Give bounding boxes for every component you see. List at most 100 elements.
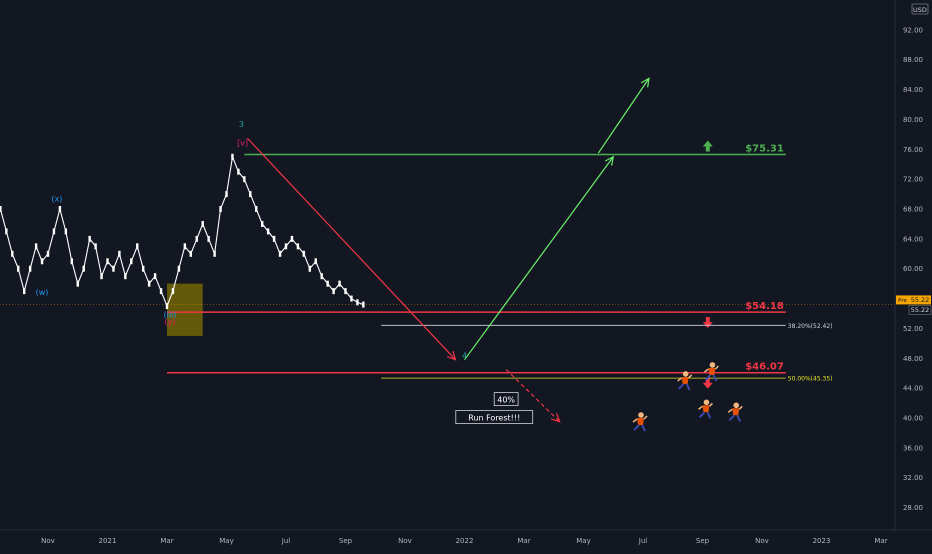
runner-icon [677, 371, 693, 391]
x-tick-label: May [576, 537, 590, 545]
wave-label: (y) [164, 318, 175, 327]
price-candle [207, 235, 210, 242]
x-tick-labels-group: Nov 2021 Mar May Jul Sep Nov 2022 Mar May Jul Sep No… [41, 537, 888, 545]
price-badge-group: Pre 55.22 55.22 [896, 295, 932, 315]
x-tick-label: Sep [696, 537, 710, 545]
annotation-text: 40% [497, 396, 515, 405]
price-candle [189, 250, 192, 257]
wave-label: (w) [36, 288, 49, 297]
price-axis-background[interactable] [895, 0, 932, 530]
y-tick-label: 52.00 [903, 325, 923, 333]
price-candle [124, 273, 127, 280]
y-tick-label: 60.00 [903, 265, 923, 273]
level-lines-group: $75.31 $54.18 $46.07 38.20%(52.42) 50.00%(45… [0, 140, 895, 389]
runner-head [703, 399, 710, 406]
price-badge-box [909, 295, 931, 305]
price-candle [23, 288, 26, 295]
price-candle [82, 265, 85, 272]
price-candle [130, 258, 133, 265]
runner-icon [727, 402, 743, 422]
price-candle [88, 235, 91, 242]
level-label: $54.18 [745, 301, 784, 312]
wave-label: [v] [237, 139, 248, 148]
price-candle [314, 258, 317, 265]
projection-paths-group [246, 77, 650, 423]
price-candle [326, 280, 329, 287]
level-label: $75.31 [745, 143, 784, 154]
fib-label: 50.00%(45.35) [788, 376, 833, 383]
runner-shirt [681, 376, 689, 384]
runner-icon [703, 362, 719, 382]
annotation-box [493, 392, 519, 407]
price-candle [284, 243, 288, 250]
price-candle [219, 206, 222, 213]
price-candle [350, 295, 353, 302]
price-candle [112, 265, 115, 272]
price-candle [94, 243, 97, 250]
runner-shirt [702, 405, 710, 413]
price-candle [183, 243, 187, 250]
green-projection-arrow-2 [597, 78, 650, 154]
pre-tag-label: Pre [898, 298, 907, 304]
price-candle [106, 258, 109, 265]
y-tick-label: 68.00 [903, 206, 923, 214]
x-tick-label: Mar [517, 537, 530, 545]
price-candle [296, 243, 300, 250]
fib-label: 38.20%(52.42) [788, 323, 833, 330]
x-tick-label: 2021 [99, 537, 117, 545]
x-tick-label: Mar [874, 537, 887, 545]
price-candle [0, 206, 2, 213]
price-candle [213, 250, 216, 257]
runner-arms [703, 365, 719, 373]
down-arrow-icon [702, 377, 713, 389]
currency-box[interactable] [911, 3, 929, 15]
runner-arms [698, 402, 714, 410]
price-candle [255, 206, 258, 213]
y-tick-label: 76.00 [903, 146, 923, 154]
y-tick-label: 36.00 [903, 444, 923, 452]
price-candle [171, 288, 175, 295]
price-candle [332, 288, 335, 295]
price-candle [338, 280, 341, 287]
price-candle [290, 235, 294, 242]
price-candle [147, 280, 151, 287]
runner-legs [728, 414, 742, 422]
time-axis-background[interactable] [0, 530, 932, 550]
x-tick-label: Jul [281, 537, 291, 545]
runner-icon [632, 412, 648, 432]
x-tick-label: May [219, 537, 233, 545]
x-tick-label: 2022 [456, 537, 474, 545]
price-candle [302, 250, 306, 257]
price-candle [159, 288, 163, 295]
wave-label: (iii) [164, 310, 177, 319]
price-candle [100, 273, 103, 280]
wave-label: 3 [239, 120, 244, 129]
down-arrow-icon [702, 317, 713, 329]
runner-icon [698, 399, 714, 419]
price-badge-value-2: 55.22 [911, 306, 930, 314]
price-candle [243, 176, 246, 183]
y-tick-label: 44.00 [903, 385, 923, 393]
price-candle [17, 265, 20, 272]
price-candle [153, 273, 157, 280]
y-tick-label: 64.00 [903, 235, 923, 243]
price-candle [237, 168, 240, 175]
runner-shirt [708, 367, 716, 375]
red-projection-arrow [246, 137, 457, 361]
up-arrow-icon [702, 140, 713, 152]
runner-head [638, 412, 644, 418]
price-candle [362, 301, 365, 308]
runner-shirt [637, 418, 645, 425]
runner-legs [704, 374, 718, 382]
price-candle [52, 228, 56, 235]
annotation-text: Run Forest!!! [468, 414, 520, 423]
price-candle [266, 228, 270, 235]
x-tick-label: Sep [339, 537, 353, 545]
price-badge-value: 55.22 [911, 296, 930, 304]
green-projection-arrow [464, 156, 614, 361]
price-badge-box-2 [908, 305, 932, 315]
dashed-projection-arrow [505, 369, 561, 423]
